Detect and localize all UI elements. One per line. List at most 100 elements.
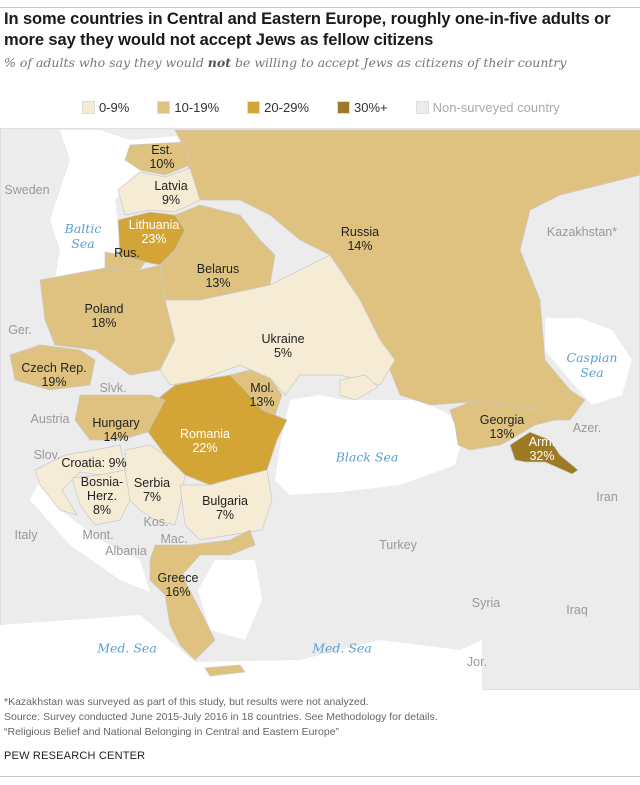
label-romania: Romania 22% [180,427,230,455]
adriatic-sea [30,480,150,592]
country-name: Georgia [479,413,525,427]
serbia-shape [124,444,186,526]
chart-subtitle: % of adults who say they would not be wi… [4,55,566,70]
kaliningrad-shape [104,251,146,271]
footnotes: *Kazakhstan was surveyed as part of this… [4,695,438,740]
subtitle-text: % of adults who say they would [4,55,208,70]
estonia-shape [124,141,191,176]
country-value: 7% [142,490,162,504]
country-value: 10% [149,157,175,171]
sea-name-2: Sea [71,236,95,251]
label-turkey: Turkey [379,538,417,552]
label-italy: Italy [14,528,38,542]
mediterranean-sea [0,615,482,690]
label-bosnia: Bosnia- Herz. 8% [81,475,123,517]
country-value: 13% [249,395,275,409]
label-montenegro: Mont. [82,528,114,542]
label-armenia: Arm. 32% [529,435,555,463]
label-macedonia: Mac. [160,532,188,546]
country-value: 19% [41,375,67,389]
legend-item-20-29: 20-29% [247,100,309,115]
country-name: Serbia [133,476,171,490]
label-belarus: Belarus 13% [197,262,239,290]
country-value: 14% [347,239,373,253]
label-bulgaria: Bulgaria 7% [202,494,248,522]
country-value: 18% [91,316,117,330]
label-greece: Greece 16% [158,571,199,599]
label-rus: Rus. [114,246,140,260]
label-estonia: Est. 10% [149,143,174,171]
label-czech: Czech Rep. 19% [21,361,86,389]
armenia-shape [509,431,579,475]
legend-swatch [82,101,95,114]
map [0,128,640,690]
legend-label: 30%+ [353,100,388,115]
legend-label: 0-9% [99,100,130,115]
georgia-shape [449,401,556,451]
bulgaria-shape [179,469,273,541]
ukraine-shape [159,254,396,396]
croatia-shape [34,444,126,516]
country-name-2: Herz. [87,489,117,503]
caspian-sea [545,318,632,405]
label-latvia: Latvia 9% [154,179,187,207]
bosnia-shape [71,469,131,526]
country-value: 9% [161,193,181,207]
baltic-sea [50,130,190,300]
legend-swatch [157,101,171,114]
chart-title: In some countries in Central and Eastern… [4,10,611,49]
black-sea [275,395,462,495]
country-name: Russia [340,225,380,239]
legend-swatch [336,101,350,114]
sea-name: Caspian [566,350,618,365]
label-caspian-sea: Caspian Sea [567,350,618,380]
country-name: Belarus [196,262,240,276]
label-georgia: Georgia 13% [480,413,524,441]
country-value: 22% [192,441,218,455]
country-name: Romania [179,427,231,441]
czech-shape [9,344,96,391]
brand-name: PEW RESEARCH CENTER [4,750,146,762]
country-value: 7% [215,508,235,522]
label-lithuania: Lithuania 23% [129,218,180,246]
label-russia: Russia 14% [341,225,379,253]
report-title: “Religious Belief and National Belonging… [4,726,340,738]
country-name: Arm. [528,435,556,449]
crete-shape [204,664,246,677]
latvia-shape [117,167,201,216]
legend-item-non-surveyed: Non-surveyed country [415,100,560,115]
label-hungary: Hungary 14% [92,416,139,444]
legend-label: 10-19% [174,100,220,115]
country-name: Czech Rep. [21,361,87,375]
country-value: 8% [92,503,112,517]
label-med-sea-west: Med. Sea [97,640,157,656]
legend: 0-9% 10-19% 20-29% 30%+ Non-surveyed cou… [82,100,560,115]
label-med-sea-east: Med. Sea [312,640,372,656]
country-value: 32% [529,449,555,463]
label-ukraine: Ukraine 5% [261,332,304,360]
country-value: 13% [205,276,231,290]
country-name: Poland [84,302,124,316]
sea-name-2: Sea [580,365,604,380]
label-azerbaijan: Azer. [572,421,602,435]
label-iran: Iran [596,490,618,504]
aegean-sea [198,560,262,640]
country-name: Bosnia- [80,475,124,489]
country-name: Greece [157,571,199,585]
country-value: 5% [273,346,293,360]
subtitle-text-end: be willing to accept Jews as citizens of… [231,55,567,70]
greece-shape [149,529,256,661]
label-syria: Syria [471,596,501,610]
label-kosovo: Kos. [143,515,169,529]
country-name: Latvia [154,179,188,193]
hungary-shape [74,394,166,441]
legend-swatch [415,101,429,114]
country-name: Ukraine [261,332,305,346]
label-albania: Albania [105,544,147,558]
label-serbia: Serbia 7% [134,476,170,504]
legend-item-30-plus: 30%+ [336,100,388,115]
country-name: Mol. [250,381,274,395]
label-austria: Austria [30,412,70,426]
country-value: 13% [489,427,515,441]
legend-item-0-9: 0-9% [82,100,129,115]
